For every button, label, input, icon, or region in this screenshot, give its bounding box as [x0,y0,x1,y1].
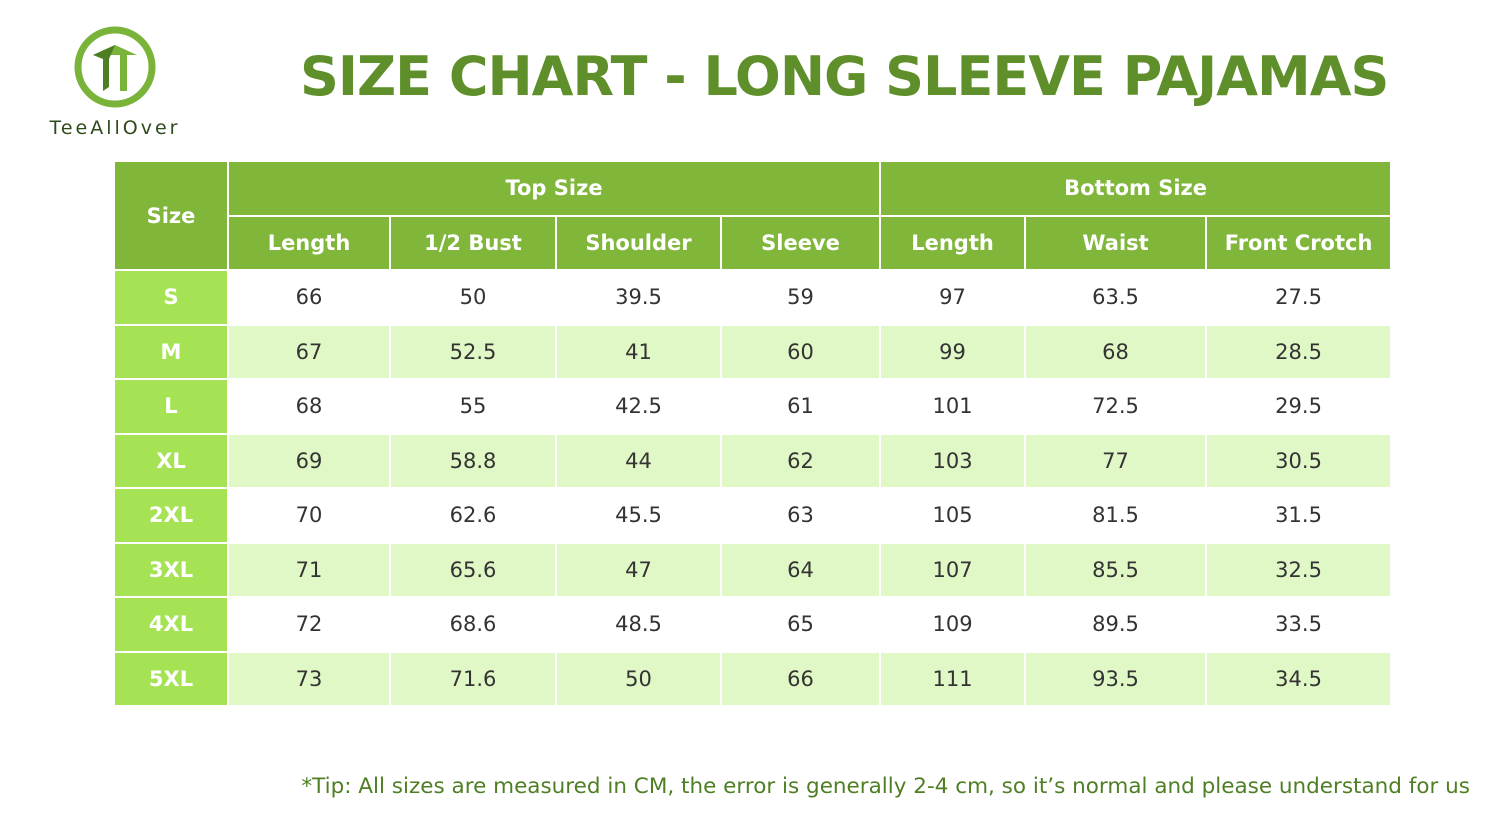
table-cell: 62 [719,432,882,489]
table-cell: 109 [879,596,1027,653]
table-row: 4XL 72 68.6 48.5 65 109 89.5 33.5 [113,596,1393,653]
table-cell: 77 [1024,432,1208,489]
table-cell: 29.5 [1205,378,1393,435]
table-cell: 73 [227,650,391,707]
size-label: 5XL [113,650,229,707]
table-cell: 60 [719,323,882,380]
table-cell: 71.6 [389,650,557,707]
table-cell: 48.5 [555,596,722,653]
table-cell: 97 [879,269,1027,326]
table-cell: 28.5 [1205,323,1393,380]
table-cell: 105 [879,487,1027,544]
tee-circle-logo-icon [74,26,156,108]
brand-name: TeeAllOver [49,117,181,139]
column-header: Length [227,214,391,271]
table-cell: 69 [227,432,391,489]
size-label: 4XL [113,596,229,653]
table-row: 3XL 71 65.6 47 64 107 85.5 32.5 [113,541,1393,598]
size-label: XL [113,432,229,489]
table-cell: 64 [719,541,882,598]
table-cell: 93.5 [1024,650,1208,707]
table-cell: 68 [1024,323,1208,380]
column-header: Front Crotch [1205,214,1393,271]
column-header: Length [879,214,1027,271]
table-cell: 68 [227,378,391,435]
column-header-row: Length 1/2 Bust Shoulder Sleeve Length Waist F… [114,214,1393,271]
table-cell: 65 [719,596,882,653]
table-cell: 85.5 [1024,541,1208,598]
column-header: 1/2 Bust [389,214,557,271]
table-row: L 68 55 42.5 61 101 72.5 29.5 [113,378,1393,435]
size-label: M [113,323,229,380]
table-cell: 42.5 [555,378,722,435]
table-cell: 55 [389,378,557,435]
table-cell: 81.5 [1024,487,1208,544]
table-row: 5XL 73 71.6 50 66 111 93.5 34.5 [113,650,1393,707]
top-size-group-header: Top Size [226,160,882,217]
table-cell: 99 [879,323,1027,380]
size-label: S [113,269,229,326]
table-cell: 107 [879,541,1027,598]
table-cell: 50 [389,269,557,326]
table-cell: 71 [227,541,391,598]
table-cell: 45.5 [555,487,722,544]
table-cell: 39.5 [555,269,722,326]
size-chart-table: Size Top Size Bottom Size Length 1/2 Bust… [113,160,1393,707]
table-cell: 66 [719,650,882,707]
table-cell: 32.5 [1205,541,1393,598]
brand-logo: TeeAllOver [25,25,205,140]
table-cell: 72 [227,596,391,653]
table-cell: 50 [555,650,722,707]
table-row: 2XL 70 62.6 45.5 63 105 81.5 31.5 [113,487,1393,544]
table-cell: 34.5 [1205,650,1393,707]
table-cell: 47 [555,541,722,598]
table-cell: 52.5 [389,323,557,380]
tip-note: *Tip: All sizes are measured in CM, the … [301,774,1470,799]
column-header: Waist [1024,214,1208,271]
table-cell: 33.5 [1205,596,1393,653]
table-cell: 111 [879,650,1027,707]
table-cell: 62.6 [389,487,557,544]
table-row: M 67 52.5 41 60 99 68 28.5 [113,323,1393,380]
table-cell: 66 [227,269,391,326]
table-cell: 63 [719,487,882,544]
table-cell: 103 [879,432,1027,489]
table-cell: 68.6 [389,596,557,653]
page-title: SIZE CHART - LONG SLEEVE PAJAMAS [300,45,1389,108]
table-cell: 30.5 [1205,432,1393,489]
table-cell: 41 [555,323,722,380]
table-cell: 65.6 [389,541,557,598]
table-cell: 63.5 [1024,269,1208,326]
size-label: 3XL [113,541,229,598]
size-label: L [113,378,229,435]
size-column-header: Size [113,160,229,271]
table-cell: 70 [227,487,391,544]
table-cell: 101 [879,378,1027,435]
table-cell: 59 [719,269,882,326]
table-cell: 89.5 [1024,596,1208,653]
table-cell: 61 [719,378,882,435]
table-cell: 31.5 [1205,487,1393,544]
table-body: S 66 50 39.5 59 97 63.5 27.5 M 67 52.5 41 60 99 68 28.5… [113,269,1393,707]
bottom-size-group-header: Bottom Size [879,160,1393,217]
column-header: Sleeve [719,214,882,271]
column-header: Shoulder [555,214,722,271]
table-cell: 58.8 [389,432,557,489]
table-cell: 72.5 [1024,378,1208,435]
table-cell: 44 [555,432,722,489]
size-label: 2XL [113,487,229,544]
table-row: XL 69 58.8 44 62 103 77 30.5 [113,432,1393,489]
table-cell: 27.5 [1205,269,1393,326]
table-cell: 67 [227,323,391,380]
table-row: S 66 50 39.5 59 97 63.5 27.5 [113,269,1393,326]
